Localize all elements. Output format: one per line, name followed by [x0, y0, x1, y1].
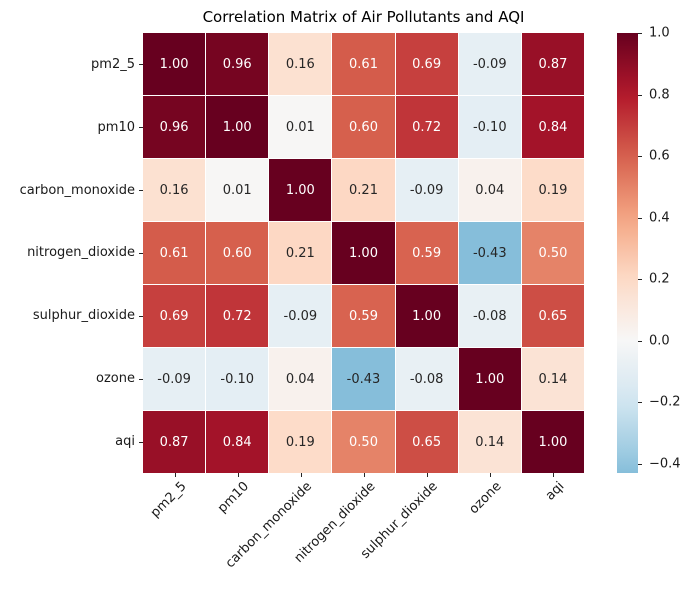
- x-tick-label-pm2_5: pm2_5: [147, 479, 190, 521]
- x-tick-mark: [489, 473, 491, 477]
- heatmap-cell-pm2_5-sulphur_dioxide: 0.69: [395, 33, 458, 95]
- x-tick-mark: [300, 473, 302, 477]
- x-tick-label-ozone: ozone: [465, 479, 505, 518]
- heatmap-cell-aqi-aqi: 1.00: [521, 411, 584, 473]
- heatmap-cell-aqi-ozone: 0.14: [458, 411, 521, 473]
- colorbar-tick-label: 0.0: [649, 333, 670, 349]
- x-tick-mark: [237, 473, 239, 477]
- y-tick-mark: [139, 315, 143, 317]
- x-tick-label-aqi: aqi: [542, 479, 568, 504]
- heatmap-cell-sulphur_dioxide-aqi: 0.65: [521, 285, 584, 347]
- colorbar-tick-label: 0.4: [649, 210, 670, 226]
- heatmap-cell-sulphur_dioxide-nitrogen_dioxide: 0.59: [332, 285, 395, 347]
- heatmap-cell-aqi-pm10: 0.84: [206, 411, 269, 473]
- heatmap-cell-pm2_5-nitrogen_dioxide: 0.61: [332, 33, 395, 95]
- heatmap-cell-ozone-carbon_monoxide: 0.04: [269, 348, 332, 410]
- chart-title: Correlation Matrix of Air Pollutants and…: [202, 8, 525, 26]
- heatmap-cell-pm10-carbon_monoxide: 0.01: [269, 96, 332, 158]
- y-tick-mark: [139, 127, 143, 129]
- heatmap-cell-nitrogen_dioxide-carbon_monoxide: 0.21: [269, 222, 332, 284]
- y-tick-mark: [139, 378, 143, 380]
- heatmap-cell-carbon_monoxide-nitrogen_dioxide: 0.21: [332, 159, 395, 221]
- y-tick-label-aqi: aqi: [115, 434, 135, 450]
- y-axis-labels: pm2_5 pm10 carbon_monoxide nitrogen_dioxide…: [0, 33, 135, 473]
- y-tick-label-pm10: pm10: [97, 119, 135, 135]
- heatmap-cell-aqi-pm2_5: 0.87: [143, 411, 206, 473]
- heatmap-cell-carbon_monoxide-aqi: 0.19: [521, 159, 584, 221]
- heatmap-cell-pm2_5-pm2_5: 1.00: [143, 33, 206, 95]
- heatmap-cell-carbon_monoxide-pm10: 0.01: [206, 159, 269, 221]
- colorbar-tick-mark: [638, 33, 642, 34]
- y-tick-mark: [139, 441, 143, 443]
- heatmap-cell-pm10-sulphur_dioxide: 0.72: [395, 96, 458, 158]
- colorbar-tick-mark: [638, 340, 642, 342]
- colorbar-gradient: [617, 33, 638, 473]
- heatmap-cell-nitrogen_dioxide-aqi: 0.50: [521, 222, 584, 284]
- colorbar-tick-mark: [638, 402, 642, 404]
- heatmap-cell-sulphur_dioxide-pm10: 0.72: [206, 285, 269, 347]
- heatmap-cell-pm2_5-ozone: -0.09: [458, 33, 521, 95]
- x-tick-mark: [552, 473, 554, 477]
- x-tick-mark: [426, 473, 428, 477]
- y-tick-label-nitrogen_dioxide: nitrogen_dioxide: [27, 245, 135, 261]
- heatmap-cell-sulphur_dioxide-pm2_5: 0.69: [143, 285, 206, 347]
- heatmap-cell-aqi-carbon_monoxide: 0.19: [269, 411, 332, 473]
- heatmap-cell-nitrogen_dioxide-pm2_5: 0.61: [143, 222, 206, 284]
- heatmap-cell-pm2_5-pm10: 0.96: [206, 33, 269, 95]
- heatmap-cell-pm2_5-carbon_monoxide: 0.16: [269, 33, 332, 95]
- heatmap-cell-carbon_monoxide-carbon_monoxide: 1.00: [269, 159, 332, 221]
- heatmap-cell-nitrogen_dioxide-sulphur_dioxide: 0.59: [395, 222, 458, 284]
- heatmap-cell-pm10-nitrogen_dioxide: 0.60: [332, 96, 395, 158]
- heatmap-cell-pm10-pm2_5: 0.96: [143, 96, 206, 158]
- heatmap-cell-carbon_monoxide-ozone: 0.04: [458, 159, 521, 221]
- heatmap-cell-carbon_monoxide-pm2_5: 0.16: [143, 159, 206, 221]
- x-tick-label-pm10: pm10: [215, 479, 253, 517]
- x-tick-mark: [363, 473, 365, 477]
- colorbar-tick-mark: [638, 156, 642, 158]
- colorbar-tick-label: 0.6: [649, 148, 670, 164]
- heatmap-cell-sulphur_dioxide-ozone: -0.08: [458, 285, 521, 347]
- heatmap-cell-pm10-ozone: -0.10: [458, 96, 521, 158]
- colorbar-tick-label: −0.2: [649, 394, 681, 410]
- heatmap-cell-carbon_monoxide-sulphur_dioxide: -0.09: [395, 159, 458, 221]
- y-tick-label-pm2_5: pm2_5: [91, 56, 135, 72]
- colorbar-tick-label: 0.8: [649, 87, 670, 103]
- y-tick-mark: [139, 190, 143, 192]
- heatmap-grid: 1.00 0.96 0.16 0.61 0.69 -0.09 0.87 0.96 1.00 0.0…: [143, 33, 584, 473]
- colorbar-tick-mark: [638, 279, 642, 281]
- heatmap-cell-sulphur_dioxide-sulphur_dioxide: 1.00: [395, 285, 458, 347]
- x-tick-mark: [174, 473, 176, 477]
- heatmap-cell-ozone-sulphur_dioxide: -0.08: [395, 348, 458, 410]
- heatmap-cell-nitrogen_dioxide-ozone: -0.43: [458, 222, 521, 284]
- heatmap-cell-ozone-nitrogen_dioxide: -0.43: [332, 348, 395, 410]
- heatmap-cell-pm10-pm10: 1.00: [206, 96, 269, 158]
- colorbar-tick-label: 1.0: [649, 25, 670, 41]
- heatmap-cell-pm10-aqi: 0.84: [521, 96, 584, 158]
- colorbar-tick-mark: [638, 217, 642, 219]
- y-tick-label-sulphur_dioxide: sulphur_dioxide: [32, 308, 135, 324]
- heatmap-cell-ozone-ozone: 1.00: [458, 348, 521, 410]
- heatmap-cell-nitrogen_dioxide-pm10: 0.60: [206, 222, 269, 284]
- heatmap-cell-ozone-pm10: -0.10: [206, 348, 269, 410]
- heatmap-cell-aqi-sulphur_dioxide: 0.65: [395, 411, 458, 473]
- y-tick-mark: [139, 253, 143, 254]
- heatmap-cell-pm2_5-aqi: 0.87: [521, 33, 584, 95]
- heatmap-cell-ozone-aqi: 0.14: [521, 348, 584, 410]
- colorbar-tick-mark: [638, 463, 642, 465]
- y-tick-label-carbon_monoxide: carbon_monoxide: [19, 182, 135, 198]
- y-tick-label-ozone: ozone: [96, 371, 135, 387]
- colorbar-tick-label: 0.2: [649, 271, 670, 287]
- heatmap-cell-nitrogen_dioxide-nitrogen_dioxide: 1.00: [332, 222, 395, 284]
- heatmap-cell-aqi-nitrogen_dioxide: 0.50: [332, 411, 395, 473]
- heatmap-cell-sulphur_dioxide-carbon_monoxide: -0.09: [269, 285, 332, 347]
- colorbar-tick-mark: [638, 94, 642, 96]
- heatmap-cell-ozone-pm2_5: -0.09: [143, 348, 206, 410]
- colorbar-tick-label: −0.4: [649, 456, 681, 472]
- y-tick-mark: [139, 64, 143, 66]
